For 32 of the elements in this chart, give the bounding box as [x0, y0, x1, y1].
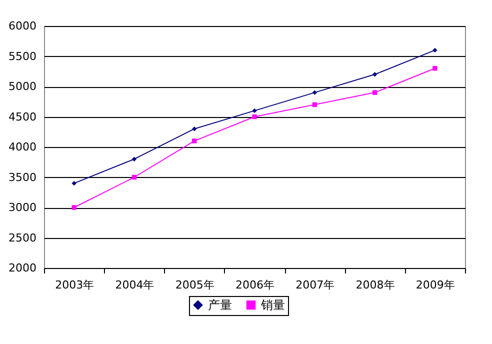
y-tick-label: 2000: [8, 262, 36, 274]
x-tick-label: 2008年: [356, 278, 395, 292]
x-tick-label: 2004年: [115, 278, 154, 292]
point: [72, 205, 76, 210]
x-tick-label: 2007年: [296, 278, 335, 292]
point: [252, 114, 257, 120]
x-tick-label: 2009年: [416, 278, 455, 292]
point: [252, 108, 257, 114]
y-tick-label: 3000: [8, 201, 36, 214]
legend-label: 产量: [208, 298, 232, 312]
point: [432, 66, 438, 71]
point: [192, 138, 197, 144]
point: [432, 48, 438, 53]
y-tick-label: 6000: [8, 20, 36, 32]
point: [372, 90, 378, 95]
legend-label: 销量: [260, 298, 285, 312]
x-tick-label: 2005年: [175, 278, 214, 292]
point: [132, 156, 137, 162]
point: [192, 126, 197, 132]
x-tick-label: 2006年: [236, 278, 274, 292]
x-tick-label: 2003年: [55, 278, 94, 292]
point: [312, 102, 317, 107]
y-tick-label: 4500: [8, 110, 36, 124]
point: [312, 90, 317, 95]
y-tick-label: 3500: [8, 170, 36, 184]
y-tick-label: 2500: [8, 231, 36, 244]
y-tick-label: 5000: [8, 80, 36, 93]
point: [72, 180, 76, 186]
y-tick-label: 4000: [8, 140, 36, 154]
point: [372, 72, 378, 77]
point: [132, 174, 137, 180]
y-tick-label: 5500: [8, 50, 36, 63]
